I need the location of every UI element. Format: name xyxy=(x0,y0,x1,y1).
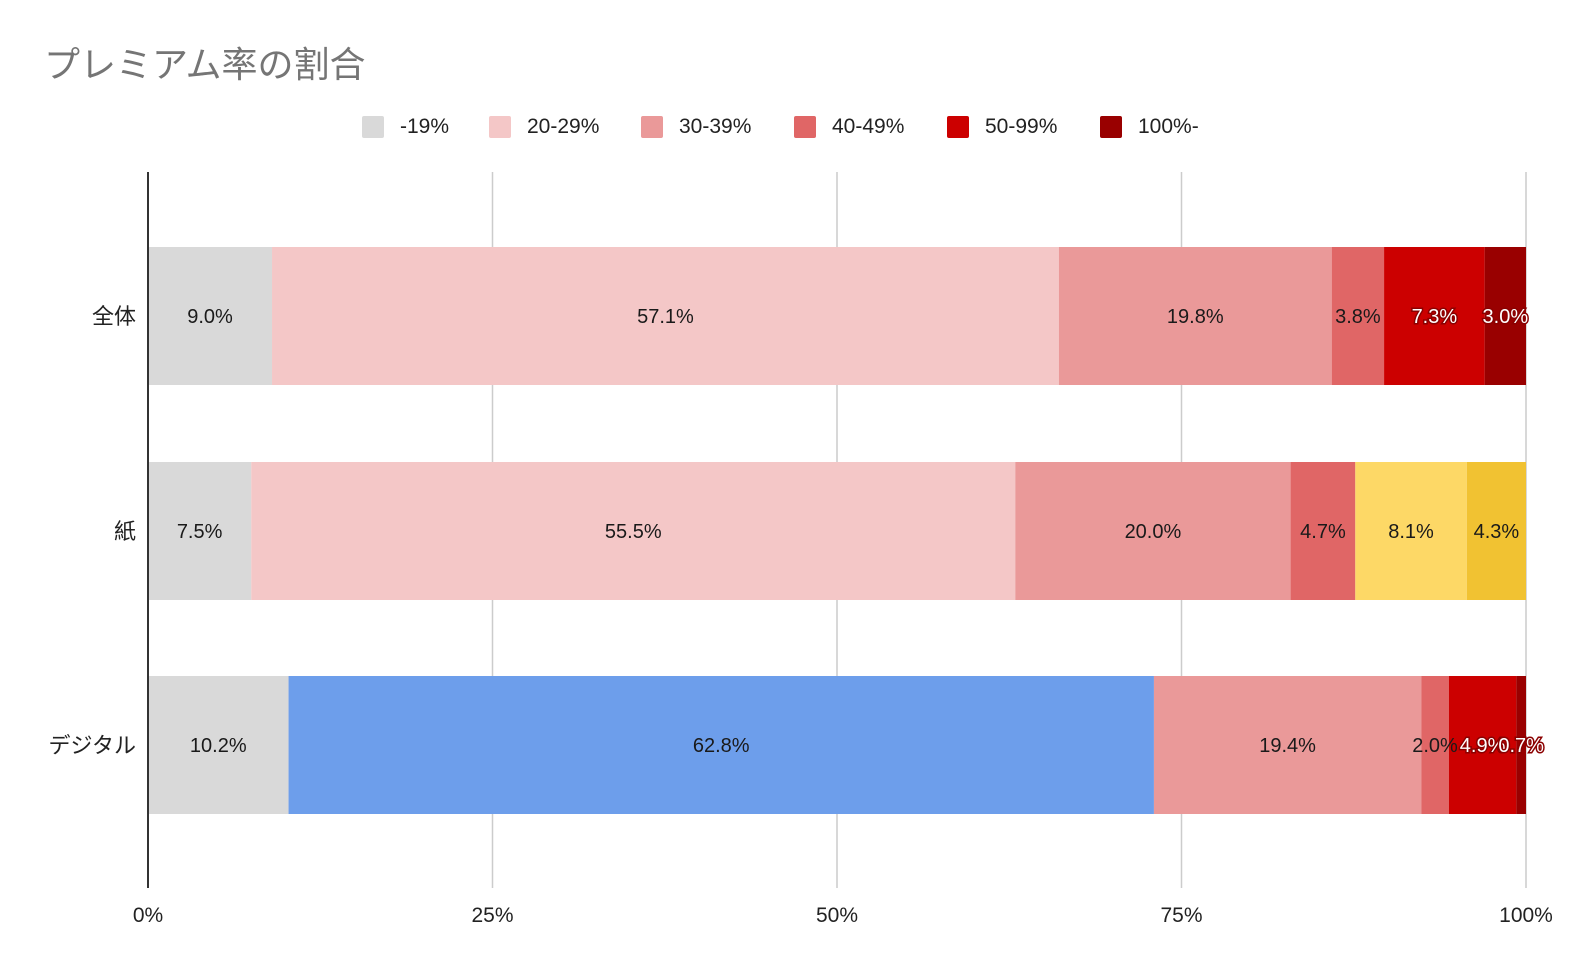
data-label-1-5: 4.3% xyxy=(1474,521,1520,543)
legend-item-1: 20-29% xyxy=(489,110,599,144)
legend-swatch xyxy=(794,116,816,138)
data-label-2-5: 0.7% xyxy=(1498,735,1544,757)
legend-item-0: -19% xyxy=(362,110,449,144)
bar-2-4 xyxy=(1448,676,1517,814)
legend-item-2: 30-39% xyxy=(641,110,751,144)
bar-2-3 xyxy=(1421,676,1449,814)
legend-swatch xyxy=(641,116,663,138)
data-label-0-5: 3.0% xyxy=(1483,306,1529,328)
legend-swatch xyxy=(362,116,384,138)
data-label-1-4: 8.1% xyxy=(1388,521,1434,543)
legend: -19% 20-29% 30-39% 40-49% 50-99% 100%- xyxy=(0,110,1588,144)
data-label-0-0: 9.0% xyxy=(187,306,233,328)
legend-item-4: 50-99% xyxy=(947,110,1057,144)
data-label-2-1: 62.8% xyxy=(693,735,750,757)
legend-label: 50-99% xyxy=(985,115,1058,138)
legend-label: 40-49% xyxy=(832,115,905,138)
bar-1-1 xyxy=(251,462,1016,600)
legend-item-5: 100%- xyxy=(1100,110,1199,144)
data-label-0-3: 3.8% xyxy=(1335,306,1381,328)
bar-2-0 xyxy=(148,676,289,814)
bar-1-5 xyxy=(1466,462,1526,600)
legend-item-3: 40-49% xyxy=(794,110,904,144)
x-tick-label-3: 75% xyxy=(1160,904,1202,927)
bar-0-5 xyxy=(1484,247,1526,385)
category-label-2: デジタル xyxy=(48,734,136,759)
x-tick-label-2: 50% xyxy=(816,904,858,927)
bar-0-3 xyxy=(1331,247,1385,385)
category-label-1: 紙 xyxy=(114,520,136,545)
data-label-0-2: 19.8% xyxy=(1167,306,1224,328)
legend-swatch xyxy=(489,116,511,138)
legend-label: 20-29% xyxy=(527,115,600,138)
bar-0-2 xyxy=(1058,247,1332,385)
data-label-2-2: 19.4% xyxy=(1259,735,1316,757)
bar-2-1 xyxy=(288,676,1154,814)
bar-1-2 xyxy=(1015,462,1291,600)
bar-1-4 xyxy=(1355,462,1467,600)
data-label-1-1: 55.5% xyxy=(605,521,662,543)
data-label-1-3: 4.7% xyxy=(1300,521,1346,543)
x-tick-label-1: 25% xyxy=(471,904,513,927)
legend-swatch xyxy=(1100,116,1122,138)
bar-0-0 xyxy=(148,247,273,385)
category-label-0: 全体 xyxy=(92,305,136,330)
data-label-0-1: 57.1% xyxy=(637,306,694,328)
data-label-2-3: 2.0% xyxy=(1412,735,1458,757)
chart-title: プレミアム率の割合 xyxy=(44,45,366,86)
bar-2-5 xyxy=(1516,676,1526,814)
bar-1-0 xyxy=(148,462,252,600)
bar-0-1 xyxy=(272,247,1059,385)
bar-0-4 xyxy=(1384,247,1485,385)
legend-swatch xyxy=(947,116,969,138)
bar-1-3 xyxy=(1290,462,1356,600)
legend-label: 100%- xyxy=(1138,115,1199,138)
x-tick-label-0: 0% xyxy=(133,904,163,927)
data-label-0-4: 7.3% xyxy=(1412,306,1458,328)
data-label-1-2: 20.0% xyxy=(1125,521,1182,543)
data-label-2-0: 10.2% xyxy=(190,735,247,757)
legend-label: -19% xyxy=(400,115,450,138)
data-label-1-0: 7.5% xyxy=(177,521,223,543)
x-tick-label-4: 100% xyxy=(1499,904,1553,927)
legend-label: 30-39% xyxy=(679,115,752,138)
bar-2-2 xyxy=(1153,676,1422,814)
data-label-2-4: 4.9% xyxy=(1460,735,1506,757)
